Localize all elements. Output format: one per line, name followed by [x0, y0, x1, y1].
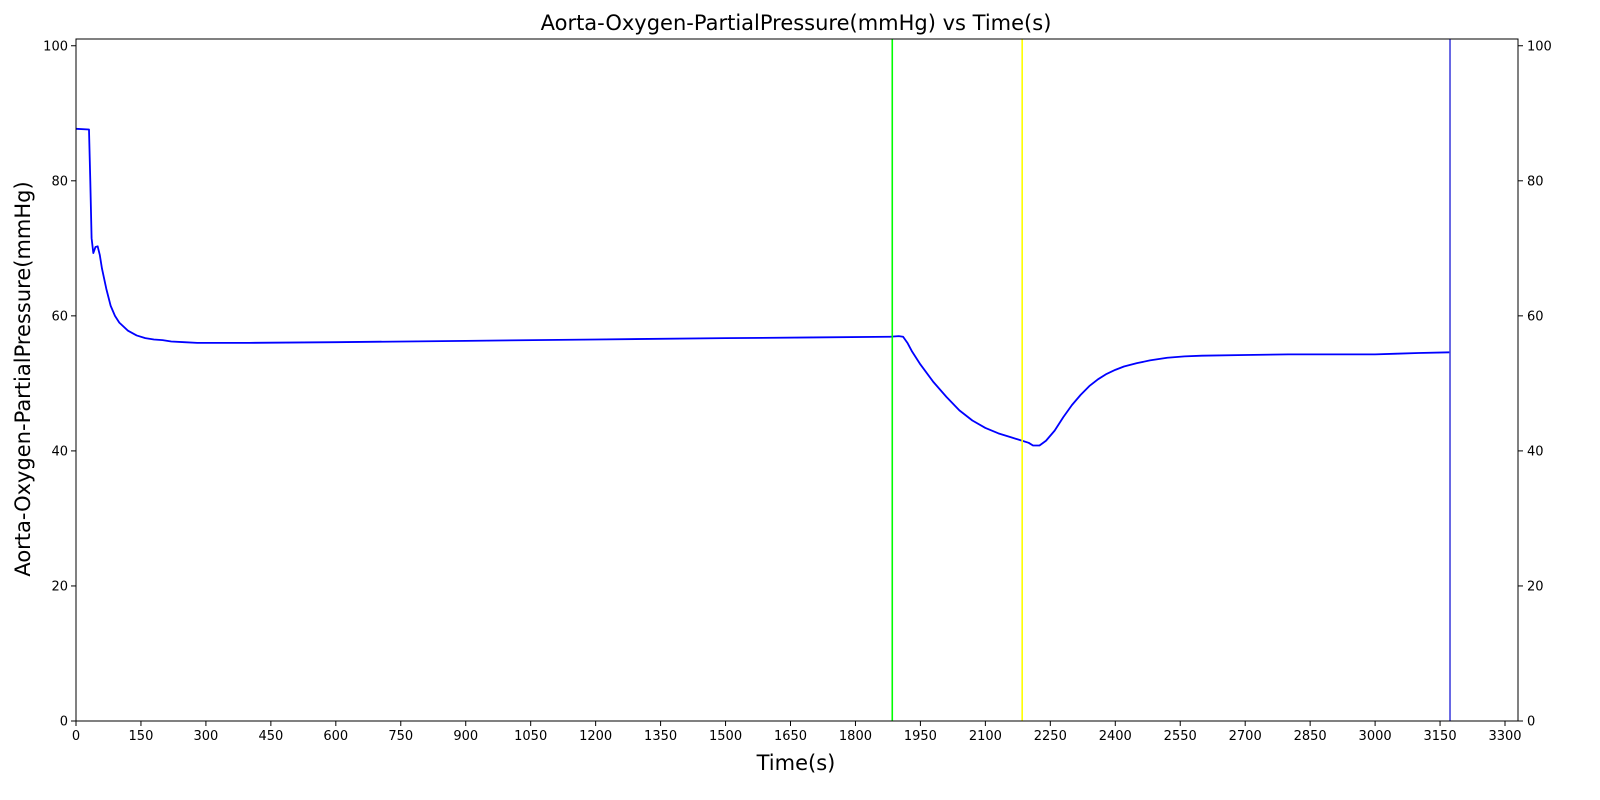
- x-tick-label: 0: [72, 729, 80, 744]
- y-tick-label: 60: [51, 309, 68, 324]
- x-tick-label: 2550: [1164, 729, 1197, 744]
- y-tick-label: 0: [60, 715, 68, 730]
- x-tick-label: 900: [453, 729, 478, 744]
- x-tick-label: 2700: [1229, 729, 1262, 744]
- series-line-0: [75, 127, 1451, 447]
- right-y-tick-label: 100: [1527, 39, 1552, 54]
- x-axis-label: Time(s): [756, 751, 836, 775]
- x-tick-label: 1200: [579, 729, 612, 744]
- x-tick-label: 300: [193, 729, 218, 744]
- x-tick-label: 1350: [644, 729, 677, 744]
- axes-frame: [75, 38, 1519, 722]
- x-tick-label: 1800: [839, 729, 872, 744]
- x-tick-label: 1500: [709, 729, 742, 744]
- plot-area: 0 150 300 450 600 750 900 1050 1200 1350 1500 1650 1…: [43, 38, 1552, 744]
- right-y-tick-label: 0: [1527, 715, 1535, 730]
- right-y-tick-label: 40: [1527, 444, 1544, 459]
- right-y-tick-label: 60: [1527, 309, 1544, 324]
- x-tick-label: 3300: [1488, 729, 1521, 744]
- y-tick-label: 80: [51, 174, 68, 189]
- x-tick-label: 2250: [1034, 729, 1067, 744]
- y-tick-label: 100: [43, 39, 68, 54]
- x-tick-label: 750: [388, 729, 413, 744]
- x-tick-label: 450: [258, 729, 283, 744]
- x-tick-label: 3000: [1359, 729, 1392, 744]
- y-tick-label: 20: [51, 579, 68, 594]
- x-tick-label: 2850: [1294, 729, 1327, 744]
- x-tick-label: 600: [323, 729, 348, 744]
- right-y-tick-label: 20: [1527, 579, 1544, 594]
- x-tick-label: 1650: [774, 729, 807, 744]
- chart-title: Aorta-Oxygen-PartialPressure(mmHg) vs Ti…: [541, 11, 1052, 35]
- x-tick-label: 3150: [1424, 729, 1457, 744]
- right-y-tick-label: 80: [1527, 174, 1544, 189]
- x-tick-label: 1050: [514, 729, 547, 744]
- y-axis-label: Aorta-Oxygen-PartialPressure(mmHg): [11, 181, 35, 576]
- x-tick-label: 2100: [969, 729, 1002, 744]
- x-tick-label: 2400: [1099, 729, 1132, 744]
- x-tick-label: 1950: [904, 729, 937, 744]
- x-tick-label: 150: [129, 729, 154, 744]
- y-tick-label: 40: [51, 444, 68, 459]
